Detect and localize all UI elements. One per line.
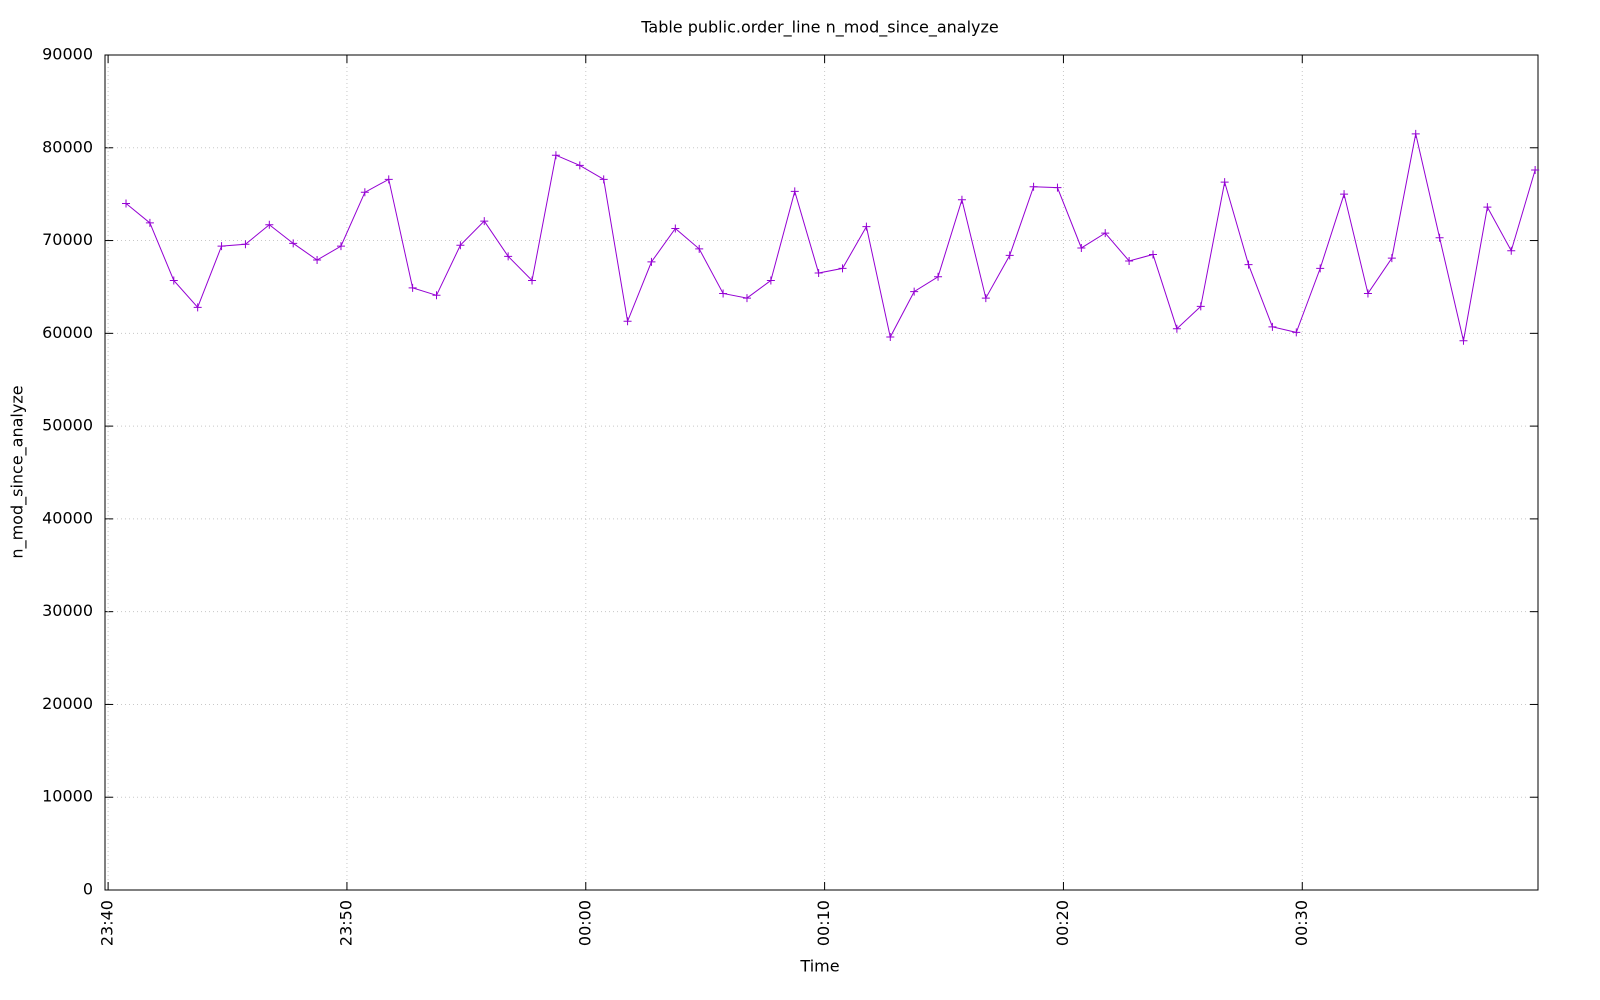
point [623, 317, 632, 326]
point [217, 242, 226, 251]
point [934, 272, 943, 281]
point [1387, 254, 1396, 263]
point [814, 269, 823, 278]
point [456, 241, 465, 250]
point [336, 242, 345, 251]
x-tick-label: 23:40 [98, 900, 117, 946]
y-tick-label: 40000 [42, 508, 93, 527]
point [1029, 182, 1038, 191]
point [1411, 129, 1420, 138]
x-axis-label: Time [799, 957, 839, 976]
point [1125, 256, 1134, 265]
point [1244, 260, 1253, 269]
point [408, 283, 417, 292]
point [1292, 328, 1301, 337]
point [1483, 203, 1492, 212]
point [575, 161, 584, 170]
data-line [125, 133, 1536, 341]
point [1101, 229, 1110, 238]
point [145, 218, 154, 227]
point [480, 217, 489, 226]
point [862, 222, 871, 231]
point [504, 252, 513, 261]
point [1172, 324, 1181, 333]
point [1363, 289, 1372, 298]
point [1459, 336, 1468, 345]
x-tick-label: 00:30 [1292, 900, 1311, 946]
point [265, 220, 274, 229]
point [169, 276, 178, 285]
x-tick-label: 00:00 [575, 900, 594, 946]
x-tick-label: 00:10 [814, 900, 833, 946]
y-tick-label: 30000 [42, 601, 93, 620]
point [551, 151, 560, 160]
point [742, 294, 751, 303]
point [647, 257, 656, 266]
point [1435, 233, 1444, 242]
point [790, 187, 799, 196]
y-tick-label: 70000 [42, 230, 93, 249]
point [1196, 302, 1205, 311]
point [695, 244, 704, 253]
point [886, 333, 895, 342]
point [599, 175, 608, 184]
y-axis-label: n_mod_since_analyze [8, 385, 28, 558]
y-tick-label: 10000 [42, 787, 93, 806]
point [193, 303, 202, 312]
x-tick-label: 00:20 [1053, 900, 1072, 946]
point [384, 175, 393, 184]
chart-title: Table public.order_line n_mod_since_anal… [640, 18, 998, 38]
point [289, 239, 298, 248]
point [910, 287, 919, 296]
x-tick-label: 23:50 [336, 900, 355, 946]
y-tick-label: 50000 [42, 416, 93, 435]
point [766, 276, 775, 285]
point [1149, 250, 1157, 259]
point [528, 276, 537, 285]
y-tick-label: 20000 [42, 694, 93, 713]
point [122, 199, 131, 208]
point [1531, 166, 1540, 175]
y-tick-label: 60000 [42, 323, 93, 342]
point [360, 188, 369, 197]
point [1268, 322, 1277, 331]
point [432, 291, 441, 300]
point [1220, 178, 1229, 187]
point [957, 195, 966, 204]
point [241, 240, 250, 249]
point [1340, 190, 1349, 199]
point [313, 256, 322, 265]
y-tick-label: 0 [83, 880, 93, 899]
point [981, 294, 990, 303]
point [1005, 251, 1014, 260]
point [719, 289, 728, 298]
point [838, 264, 847, 273]
point [1053, 183, 1062, 192]
point [671, 224, 680, 233]
y-tick-label: 80000 [42, 137, 93, 156]
point [1507, 246, 1516, 255]
y-tick-label: 90000 [42, 45, 93, 64]
plot-frame [104, 54, 1539, 891]
point [1316, 264, 1325, 273]
point [1077, 243, 1086, 252]
